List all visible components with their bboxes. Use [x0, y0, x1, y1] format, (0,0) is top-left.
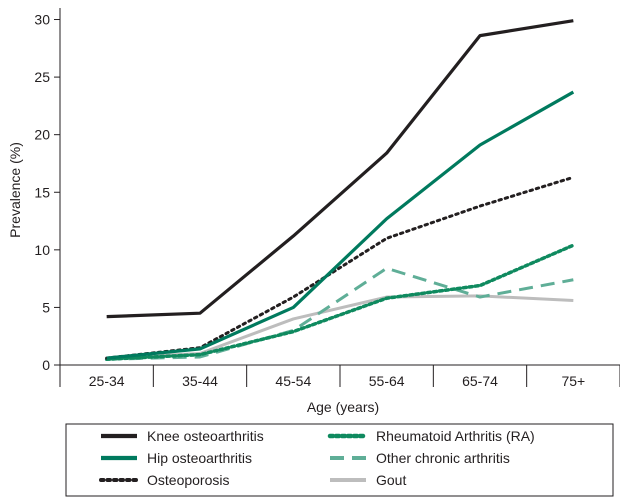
- legend-label: Rheumatoid Arthritis (RA): [376, 428, 535, 444]
- plot-lines: [104, 19, 576, 361]
- legend: Knee osteoarthritis Hip osteoarthritis Ost…: [65, 423, 614, 497]
- series-line-gout: [106, 294, 574, 360]
- x-axis-title: Age (years): [307, 399, 379, 415]
- y-axis-title: Prevalence (%): [7, 142, 23, 238]
- y-tick-label: 15: [34, 184, 50, 200]
- x-tick-label: 55-64: [369, 373, 405, 389]
- series-line-hip-osteoarthritis: [106, 90, 575, 360]
- x-tick-label: 35-44: [182, 373, 218, 389]
- series-line-other-chronic-arthritis: [106, 266, 574, 361]
- legend-label: Hip osteoarthritis: [147, 450, 252, 466]
- series-line-knee-osteoarthritis: [106, 19, 574, 319]
- y-tick-label: 0: [42, 357, 50, 373]
- y-tick-label: 30: [34, 12, 50, 28]
- legend-label: Knee osteoarthritis: [147, 428, 264, 444]
- y-tick-label: 25: [34, 69, 50, 85]
- y-tick-label: 5: [42, 299, 50, 315]
- x-tick-label: 65-74: [462, 373, 498, 389]
- series-line-rheumatoid-arthritis-ra: [104, 243, 576, 361]
- y-tick-label: 10: [34, 242, 50, 258]
- x-tick-label: 75+: [561, 373, 585, 389]
- y-tick-label: 20: [34, 127, 50, 143]
- legend-label: Osteoporosis: [147, 472, 229, 488]
- x-tick-label: 45-54: [275, 373, 311, 389]
- legend-label: Gout: [376, 472, 406, 488]
- legend-label: Other chronic arthritis: [376, 450, 510, 466]
- series-line-osteoporosis: [105, 175, 575, 360]
- x-tick-label: 25-34: [89, 373, 125, 389]
- axes: 0 5 10 15 20 25 30 25-34 35-44 45-54 55-64 65-74 75+: [34, 8, 620, 389]
